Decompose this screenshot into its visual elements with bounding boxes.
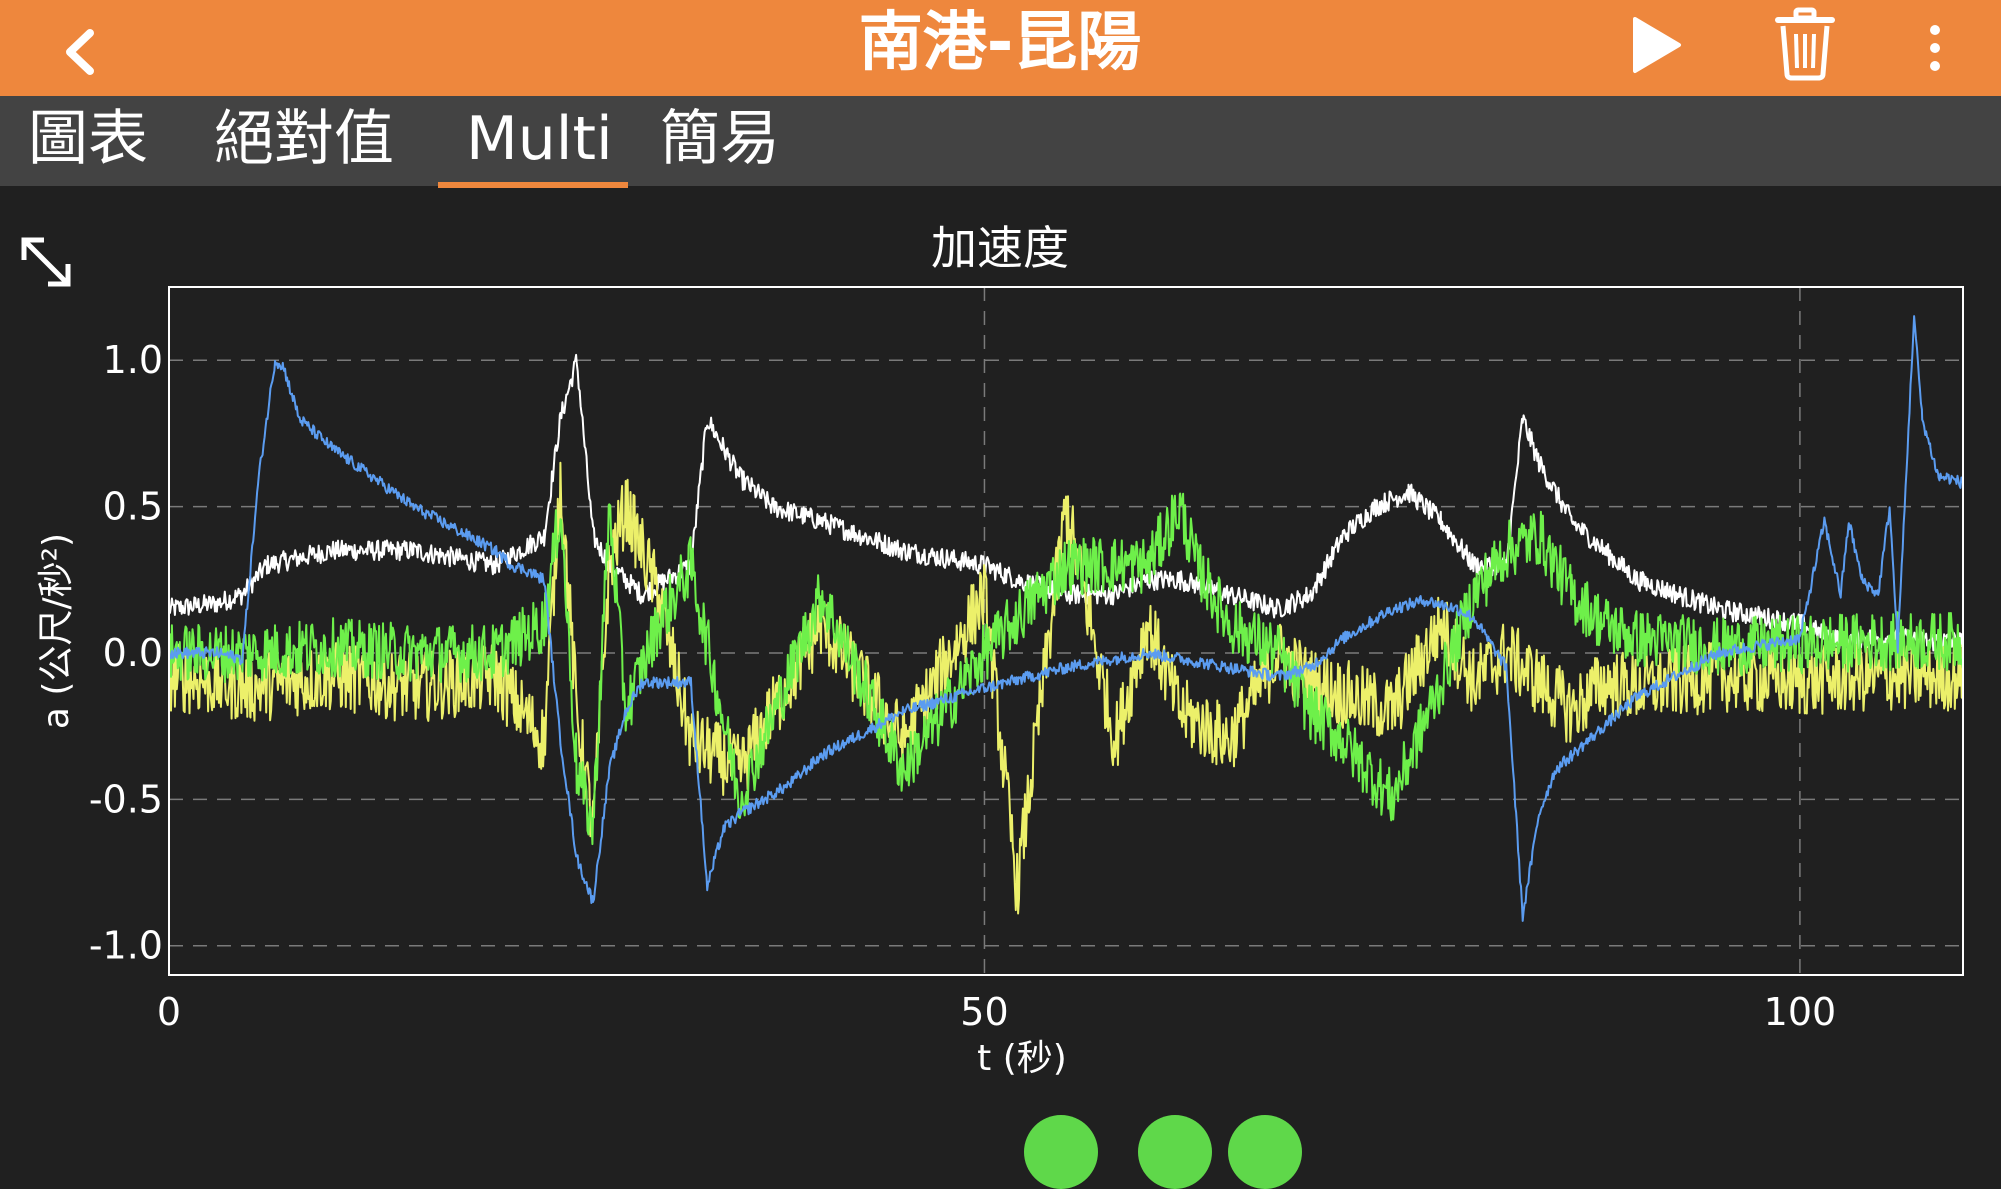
chart-series-layer: [168, 315, 1964, 922]
tab-graph[interactable]: 圖表: [28, 104, 148, 174]
app-header: 南港-昆陽: [0, 0, 2001, 96]
bottom-button-strip: [0, 1100, 2001, 1189]
play-button[interactable]: [1620, 10, 1690, 80]
tab-bar: 圖表 絕對值 Multi 簡易: [0, 96, 2001, 188]
y-tick-label: 0.0: [103, 631, 163, 675]
bottom-circle-button[interactable]: [1228, 1115, 1302, 1189]
bottom-circle-button[interactable]: [1138, 1115, 1212, 1189]
more-options-button[interactable]: [1915, 18, 1955, 78]
series-line: [168, 315, 1964, 922]
y-axis-ticks: 1.0 0.5 0.0 -0.5 -1.0: [89, 338, 163, 968]
trash-icon: [1775, 7, 1835, 81]
x-tick-label: 100: [1764, 990, 1837, 1034]
tab-absolute[interactable]: 絕對值: [214, 104, 394, 174]
tab-selected-indicator: [438, 182, 628, 188]
x-tick-label: 50: [960, 990, 1008, 1034]
more-vertical-icon: [1930, 25, 1940, 71]
back-button[interactable]: [50, 22, 110, 82]
tab-multi[interactable]: Multi: [466, 104, 613, 174]
chevron-left-icon: [66, 29, 94, 75]
y-tick-label: -1.0: [89, 924, 163, 968]
y-tick-label: 0.5: [103, 485, 163, 529]
expand-button[interactable]: [16, 232, 76, 292]
tab-simple[interactable]: 簡易: [660, 104, 780, 174]
x-axis-ticks: 0 50 100: [157, 990, 1836, 1034]
y-tick-label: -0.5: [89, 777, 163, 821]
play-icon: [1633, 17, 1681, 73]
delete-button[interactable]: [1770, 4, 1840, 84]
series-line: [168, 353, 1964, 652]
expand-icon: [21, 237, 71, 287]
y-axis-label: a (公尺/秒²): [36, 533, 77, 729]
x-tick-label: 0: [157, 990, 181, 1034]
series-line: [168, 461, 1964, 915]
x-axis-label: t (秒): [977, 1038, 1067, 1079]
page-title: 南港-昆陽: [858, 6, 1142, 80]
series-line: [168, 492, 1964, 846]
chart-title: 加速度: [931, 221, 1069, 275]
plot-frame: [168, 286, 1964, 976]
chart-grid: [169, 287, 1963, 975]
acceleration-chart: 加速度 1.0 0.5 0.0 -0.5 -1.0 0 50 100 t (秒) a (公尺…: [36, 221, 1964, 1079]
y-tick-label: 1.0: [103, 338, 163, 382]
bottom-circle-button[interactable]: [1024, 1115, 1098, 1189]
